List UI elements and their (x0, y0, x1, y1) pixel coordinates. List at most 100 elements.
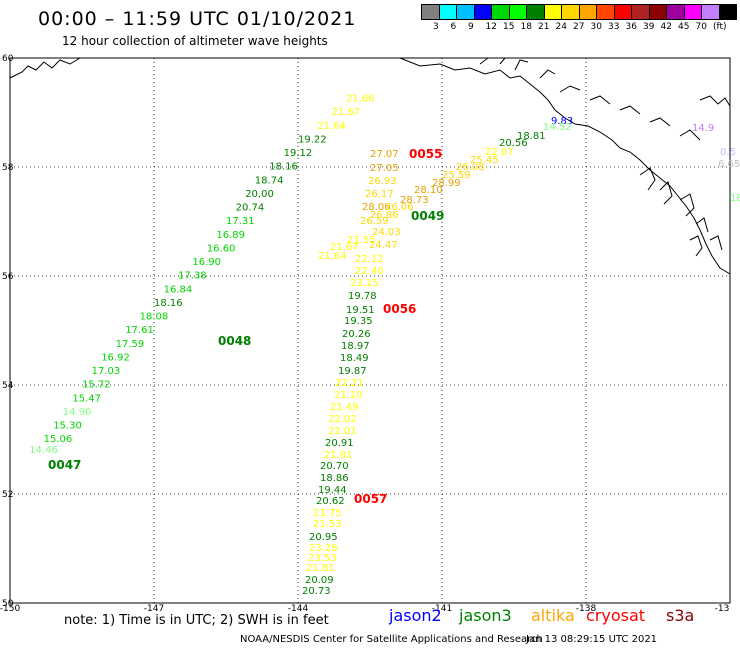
y-tick-label: 50 (2, 599, 14, 609)
wave-height-value: 9.83 (551, 116, 573, 127)
pass-id-label: 0057 (354, 492, 387, 506)
wave-height-value: 22.12 (355, 254, 384, 265)
wave-height-value: 20.91 (325, 438, 354, 449)
footer-timestamp: Jan 13 08:29:15 UTC 2021 (526, 634, 658, 645)
wave-height-value: 20.73 (302, 586, 331, 597)
x-tick-label: -13 (715, 604, 730, 614)
footer-credit: NOAA/NESDIS Center for Satellite Applica… (240, 634, 543, 645)
wave-height-value: 23.15 (350, 278, 379, 289)
wave-height-value: 19.12 (284, 148, 313, 159)
wave-height-value: 27.05 (370, 163, 399, 174)
wave-height-value: 0.5 (720, 147, 736, 158)
wave-height-value: 17.38 (178, 271, 207, 282)
x-tick-label: -150 (0, 604, 20, 614)
wave-height-value: 20.70 (320, 461, 349, 472)
wave-height-value: 25.45 (470, 155, 499, 166)
x-tick-label: -141 (432, 604, 452, 614)
pass-id-label: 0055 (409, 147, 442, 161)
wave-height-value: 26.86 (370, 210, 399, 221)
wave-height-value: 21.64 (317, 121, 346, 132)
y-tick-label: 60 (2, 54, 14, 64)
legend-label: 15 (503, 22, 515, 32)
wave-height-value: 23.26 (309, 543, 338, 554)
legend-label: 70 (695, 22, 707, 32)
wave-height-value: 18 (730, 193, 740, 204)
pass-labels: 0055 0049 0056 0048 0047 0057 (48, 147, 444, 506)
wave-height-value: 14.90 (63, 407, 92, 418)
wave-height-value: 21.53 (313, 519, 342, 530)
wave-height-value: 26.17 (365, 189, 394, 200)
wave-height-value: 21.67 (332, 107, 361, 118)
wave-height-value: 22.21 (335, 378, 364, 389)
page-title: 00:00 – 11:59 UTC 01/10/2021 (38, 8, 357, 30)
wave-height-value: 19.44 (318, 485, 347, 496)
wave-height-value: 15.72 (82, 380, 111, 391)
legend-label: (ft) (713, 22, 727, 32)
wave-height-value: 21.64 (318, 251, 347, 262)
map-frame (9, 57, 731, 604)
wave-height-value: 22.40 (355, 266, 384, 277)
wave-height-value: 18.97 (341, 341, 370, 352)
legend-label: 6 (450, 22, 457, 32)
wave-height-value: 18.81 (517, 131, 546, 142)
wave-height-value: 21.49 (330, 402, 359, 413)
wave-height-value: 17.31 (226, 216, 255, 227)
wave-height-value: 21.10 (334, 390, 363, 401)
legend-label: 30 (590, 22, 602, 32)
wave-height-value: 24.03 (372, 227, 401, 238)
pass-id-label: 0056 (383, 302, 416, 316)
wave-height-value: 20.95 (309, 532, 338, 543)
legend-label: 39 (643, 22, 655, 32)
wave-height-value: 20.00 (245, 189, 274, 200)
wave-height-value: 21.67 (330, 242, 359, 253)
wave-height-value: 19.51 (346, 305, 375, 316)
wave-height-value: 14.46 (29, 445, 58, 456)
x-tick-label: -144 (288, 604, 309, 614)
satellite-label-jason2: jason2 (389, 606, 442, 625)
wave-height-value: 16.60 (207, 243, 236, 254)
wave-height-value: 16.92 (101, 352, 130, 363)
legend-swatch (718, 4, 737, 20)
wave-height-value: 21.81 (324, 450, 353, 461)
wave-height-value: 21.66 (346, 94, 375, 105)
legend-label: 21 (538, 22, 550, 32)
y-tick-label: 54 (2, 381, 14, 391)
wave-height-value: 16.90 (192, 257, 221, 268)
wave-height-value: 17.03 (92, 366, 121, 377)
color-legend (421, 4, 737, 20)
wave-height-value: 26.08 (456, 162, 485, 173)
wave-height-value: 19.78 (348, 291, 377, 302)
legend-label: 45 (678, 22, 690, 32)
satellite-label-cryosat: cryosat (586, 606, 646, 625)
wave-height-value: 22.07 (485, 147, 514, 158)
x-tick-label: -147 (144, 604, 164, 614)
wave-height-value: 21.55 (347, 235, 376, 246)
page-subtitle: 12 hour collection of altimeter wave hei… (62, 34, 328, 48)
y-tick-label: 52 (2, 490, 13, 500)
pass-id-label: 0048 (218, 334, 251, 348)
legend-label: 27 (573, 22, 585, 32)
units-note: note: 1) Time is in UTC; 2) SWH is in fe… (64, 613, 329, 628)
wave-height-value: 20.09 (305, 575, 334, 586)
wave-height-value: 17.59 (116, 339, 145, 350)
wave-height-value: 26.59 (360, 216, 389, 227)
satellite-label-jason3: jason3 (459, 606, 512, 625)
wave-height-value: 6.65 (718, 159, 740, 170)
axis-tick-labels: -150 -147 -144 -141 -138 -13 60 58 56 54 52 50 (0, 54, 729, 614)
wave-height-value: 19.35 (344, 316, 373, 327)
wave-height-value: 23.53 (308, 553, 337, 564)
wave-height-value: 26.06 (385, 202, 414, 213)
wave-height-value: 19.22 (298, 134, 327, 145)
wave-height-value: 18.16 (154, 298, 183, 309)
wave-height-value: 20.62 (316, 496, 345, 507)
wave-height-value: 21.81 (306, 563, 335, 574)
wave-height-value: 15.47 (72, 393, 101, 404)
wave-height-value: 28.99 (432, 178, 461, 189)
wave-height-value: 18.16 (269, 162, 298, 173)
wave-height-value: 19.87 (338, 366, 367, 377)
legend-label: 3 (433, 22, 439, 32)
legend-label: 12 (485, 22, 497, 32)
wave-height-value: 14.52 (543, 122, 572, 133)
wave-height-value: 17.61 (125, 325, 154, 336)
